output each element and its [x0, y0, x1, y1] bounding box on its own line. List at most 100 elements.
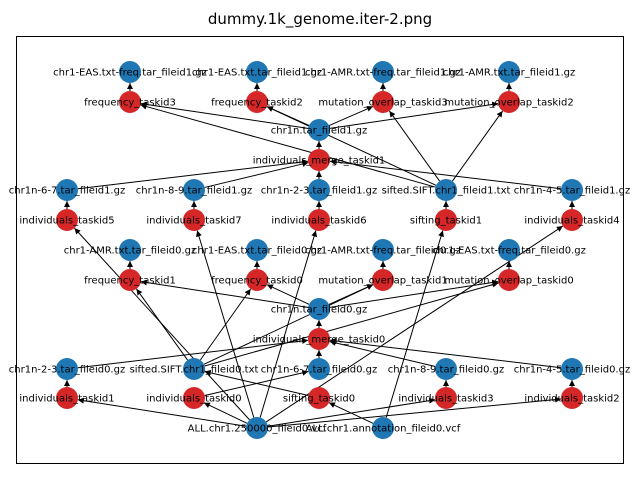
node-label-all-chr1-annotation-fileid0-vcf: ALL.chr1.annotation_fileid0.vcf [306, 424, 461, 435]
task-node-individuals-merge-taskid1 [308, 149, 330, 171]
task-node-mutation-overlap-taskid3 [372, 91, 394, 113]
task-node-individuals-merge-taskid0 [308, 328, 330, 350]
node-label-frequency-taskid0: frequency_taskid0 [211, 276, 303, 287]
edge-n38-to-n32 [204, 369, 309, 397]
data-node-chr1-amr-txt-tar-fileid0-gz [119, 239, 141, 261]
node-label-individuals-taskid5: individuals_taskid5 [19, 216, 114, 227]
node-label-mutation-overlap-taskid3: mutation_overlap_taskid3 [318, 98, 447, 109]
task-node-frequency-taskid0 [246, 269, 268, 291]
task-node-mutation-overlap-taskid1 [372, 269, 394, 291]
data-node-chr1-eas-txt-freq-tar-fileid1-gz [119, 61, 141, 83]
node-label-individuals-merge-taskid1: individuals_merge_taskid1 [253, 156, 386, 167]
edge-n32-to-n26 [199, 288, 252, 361]
node-label-mutation-overlap-taskid0: mutation_overlap_taskid0 [444, 276, 573, 287]
node-label-chr1n-4-5-tar-fileid1-gz: chr1n-4-5.tar_fileid1.gz [514, 186, 630, 197]
task-node-individuals-taskid3 [435, 387, 457, 409]
node-label-sifting-taskid1: sifting_taskid1 [410, 216, 482, 227]
data-node-all-chr1-annotation-fileid0-vcf [372, 417, 394, 439]
edge-n42-to-n38 [328, 402, 374, 424]
node-label-individuals-merge-taskid0: individuals_merge_taskid0 [253, 335, 386, 346]
data-node-chr1n-4-5-tar-fileid1-gz [561, 179, 583, 201]
node-label-sifting-taskid0: sifting_taskid0 [283, 394, 355, 405]
edge-n31-to-n30 [77, 338, 309, 369]
data-node-chr1n-6-7-tar-fileid1-gz [56, 179, 78, 201]
edge-n41-to-n36 [77, 397, 247, 427]
task-node-individuals-taskid5 [56, 209, 78, 231]
edge-n14-to-n5 [140, 103, 436, 188]
edge-n29-to-n25 [140, 279, 309, 308]
task-node-individuals-taskid1 [56, 387, 78, 409]
node-label-chr1n-8-9-tar-fileid0-gz: chr1n-8-9.tar_fileid0.gz [388, 365, 504, 376]
data-node-chr1n-8-9-tar-fileid1-gz [183, 179, 205, 201]
edge-n32-to-n28 [204, 281, 499, 367]
task-node-individuals-taskid7 [183, 209, 205, 231]
edge-n9-to-n5 [140, 101, 309, 129]
data-node-all-chr1-250000-fileid0-vcf [246, 417, 268, 439]
node-label-mutation-overlap-taskid2: mutation_overlap_taskid2 [444, 98, 573, 109]
node-label-individuals-taskid2: individuals_taskid2 [524, 394, 619, 405]
edge-n11-to-n10 [77, 159, 309, 190]
node-label-mutation-overlap-taskid1: mutation_overlap_taskid1 [318, 276, 447, 287]
task-node-frequency-taskid1 [119, 269, 141, 291]
edge-n41-to-n37 [203, 402, 248, 424]
diagram-title: dummy.1k_genome.iter-2.png [207, 10, 433, 28]
node-label-chr1-eas-txt-freq-tar-fileid0-gz: chr1-EAS.txt-freq.tar_fileid0.gz [432, 246, 586, 257]
edge-n35-to-n30 [329, 338, 562, 369]
node-label-individuals-taskid3: individuals_taskid3 [398, 394, 493, 405]
data-node-chr1-eas-txt-tar-fileid1-gz [246, 61, 268, 83]
edge-n32-to-n25 [136, 288, 188, 361]
data-node-chr1n-8-9-tar-fileid0-gz [435, 358, 457, 380]
node-label-chr1n-6-7-tar-fileid1-gz: chr1n-6-7.tar_fileid1.gz [9, 186, 125, 197]
edge-n29-to-n28 [329, 279, 499, 308]
edge-n15-to-n10 [329, 159, 562, 190]
edge-n14-to-n8 [451, 110, 504, 182]
node-label-chr1n-6-7-tar-fileid0-gz: chr1n-6-7.tar_fileid0.gz [261, 365, 377, 376]
task-node-mutation-overlap-taskid0 [498, 269, 520, 291]
node-label-individuals-taskid4: individuals_taskid4 [524, 216, 619, 227]
node-label-chr1n-8-9-tar-fileid1-gz: chr1n-8-9.tar_fileid1.gz [136, 186, 252, 197]
task-node-mutation-overlap-taskid2 [498, 91, 520, 113]
task-node-sifting-taskid0 [308, 387, 330, 409]
node-label-chr1-eas-txt-freq-tar-fileid1-gz: chr1-EAS.txt-freq.tar_fileid1.gz [53, 68, 207, 79]
edge-n12-to-n10 [204, 161, 309, 188]
task-node-individuals-taskid4 [561, 209, 583, 231]
node-label-chr1n-tar-fileid0-gz: chr1n.tar_fileid0.gz [271, 305, 367, 316]
node-label-individuals-taskid1: individuals_taskid1 [19, 394, 114, 405]
data-node-chr1-eas-txt-freq-tar-fileid0-gz [498, 239, 520, 261]
node-label-chr1n-2-3-tar-fileid1-gz: chr1n-2-3.tar_fileid1.gz [261, 186, 377, 197]
node-label-frequency-taskid2: frequency_taskid2 [211, 98, 303, 109]
data-node-chr1n-2-3-tar-fileid1-gz [308, 179, 330, 201]
task-node-frequency-taskid2 [246, 91, 268, 113]
node-label-sifted-sift-chr1-fileid1-txt: sifted.SIFT.chr1_fileid1.txt [382, 186, 511, 197]
data-node-chr1n-6-7-tar-fileid0-gz [308, 358, 330, 380]
data-node-chr1-amr-txt-freq-tar-fileid0-gz [372, 239, 394, 261]
node-label-frequency-taskid3: frequency_taskid3 [84, 98, 176, 109]
data-node-chr1-eas-txt-tar-fileid0-gz [246, 239, 268, 261]
node-label-individuals-taskid7: individuals_taskid7 [146, 216, 241, 227]
edge-n9-to-n8 [329, 101, 499, 129]
edge-n41-to-n40 [267, 396, 562, 428]
node-label-chr1-eas-txt-tar-fileid1-gz: chr1-EAS.txt.tar_fileid1.gz [192, 68, 322, 79]
node-label-individuals-taskid0: individuals_taskid0 [146, 394, 241, 405]
edge-n41-to-n18 [259, 230, 318, 418]
task-node-individuals-taskid6 [308, 209, 330, 231]
data-node-chr1n-4-5-tar-fileid0-gz [561, 358, 583, 380]
node-label-chr1-amr-txt-tar-fileid0-gz: chr1-AMR.txt.tar_fileid0.gz [64, 246, 197, 257]
node-label-chr1-amr-txt-tar-fileid1-gz: chr1-AMR.txt.tar_fileid1.gz [443, 68, 576, 79]
node-label-individuals-taskid6: individuals_taskid6 [271, 216, 366, 227]
task-node-individuals-taskid0 [183, 387, 205, 409]
task-node-individuals-taskid2 [561, 387, 583, 409]
node-label-chr1-amr-txt-freq-tar-fileid0-gz: chr1-AMR.txt-freq.tar_fileid0.gz [305, 246, 461, 257]
edge-n29-to-n26 [266, 284, 310, 305]
node-label-sifted-sift-chr1-fileid0-txt: sifted.SIFT.chr1_fileid0.txt [130, 365, 259, 376]
data-node-chr1n-2-3-tar-fileid0-gz [56, 358, 78, 380]
node-label-chr1n-2-3-tar-fileid0-gz: chr1n-2-3.tar_fileid0.gz [9, 365, 125, 376]
node-label-chr1-amr-txt-freq-tar-fileid1-gz: chr1-AMR.txt-freq.tar_fileid1.gz [305, 68, 461, 79]
edge-n32-to-n27 [203, 284, 374, 365]
nodes-layer [56, 61, 583, 439]
node-label-chr1-eas-txt-tar-fileid0-gz: chr1-EAS.txt.tar_fileid0.gz [192, 246, 322, 257]
data-node-chr1n-tar-fileid1-gz [308, 119, 330, 141]
node-label-all-chr1-250000-fileid0-vcf: ALL.chr1.250000_fileid0.vcf [188, 424, 327, 435]
labels-layer: chr1-EAS.txt-freq.tar_fileid1.gzchr1-EAS… [9, 68, 630, 435]
